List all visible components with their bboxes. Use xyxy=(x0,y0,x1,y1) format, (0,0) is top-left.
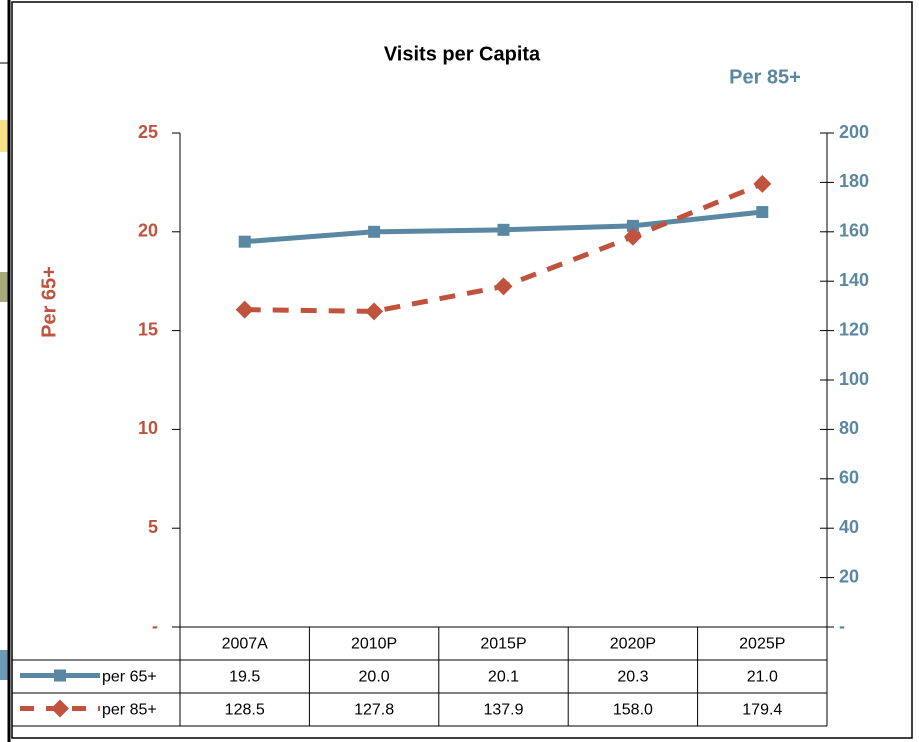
y-tick-label: 25 xyxy=(138,122,158,142)
y2-tick-label: 40 xyxy=(839,517,859,537)
y-tick-label: 5 xyxy=(148,517,158,537)
legend-label: per 85+ xyxy=(102,702,157,719)
x-tick-label: 2010P xyxy=(351,636,397,653)
data-label: 20.0 xyxy=(359,669,390,686)
y2-axis-label: Per 85+ xyxy=(729,66,801,88)
x-tick-label: 2020P xyxy=(610,636,656,653)
marker xyxy=(753,174,772,193)
y2-tick-label: 80 xyxy=(839,418,859,438)
data-label: 20.3 xyxy=(617,669,648,686)
y-tick-label: 10 xyxy=(138,418,158,438)
y2-tick-label: 160 xyxy=(839,221,869,241)
data-label: 158.0 xyxy=(613,702,653,719)
x-tick-label: 2007A xyxy=(222,636,269,653)
y2-tick-label: 180 xyxy=(839,171,869,191)
y-tick-label: - xyxy=(152,616,158,636)
marker xyxy=(497,223,510,236)
data-label: 179.4 xyxy=(742,702,782,719)
data-label: 128.5 xyxy=(225,702,265,719)
y-tick-label: 15 xyxy=(138,319,158,339)
y2-tick-label: 100 xyxy=(839,369,869,389)
y2-tick-label: 120 xyxy=(839,319,869,339)
fragment xyxy=(0,272,8,302)
data-label: 20.1 xyxy=(488,669,519,686)
data-label: 21.0 xyxy=(747,669,778,686)
marker xyxy=(51,699,69,718)
y2-tick-label: 20 xyxy=(839,566,859,586)
x-tick-label: 2015P xyxy=(480,636,526,653)
chart-title: Visits per Capita xyxy=(384,43,541,65)
marker xyxy=(756,206,769,219)
y2-tick-label: 200 xyxy=(839,122,869,142)
data-label: 137.9 xyxy=(483,702,523,719)
marker xyxy=(368,225,381,238)
y2-tick-label: 60 xyxy=(839,468,859,488)
legend-label: per 65+ xyxy=(102,669,157,686)
marker xyxy=(238,235,251,248)
fragment xyxy=(0,650,8,680)
y2-tick-label: 140 xyxy=(839,270,869,290)
data-label: 19.5 xyxy=(229,669,260,686)
marker xyxy=(365,302,384,321)
marker xyxy=(235,300,254,319)
y2-tick-label: - xyxy=(839,616,845,636)
marker xyxy=(626,219,639,232)
y-axis-label: Per 65+ xyxy=(38,266,60,338)
chart-border xyxy=(11,1,913,739)
data-label: 127.8 xyxy=(354,702,394,719)
y-tick-label: 20 xyxy=(138,221,158,241)
fragment xyxy=(0,120,8,152)
marker xyxy=(623,227,642,246)
x-tick-label: 2025P xyxy=(739,636,785,653)
marker xyxy=(494,277,513,296)
marker xyxy=(54,669,66,682)
